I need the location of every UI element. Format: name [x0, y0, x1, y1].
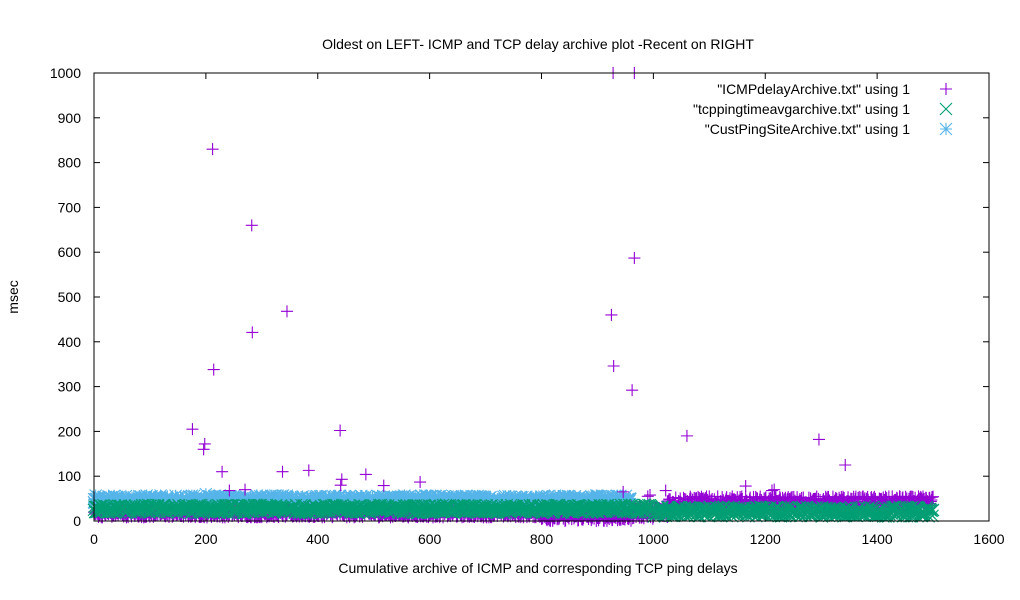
chart-title: Oldest on LEFT- ICMP and TCP delay archi…	[322, 36, 754, 52]
data-point	[154, 493, 168, 507]
data-point	[659, 484, 672, 497]
plot-border	[93, 72, 990, 522]
y-tick-label: 500	[58, 289, 82, 305]
data-point	[375, 500, 389, 513]
data-point	[628, 252, 641, 265]
data-point	[607, 359, 620, 372]
x-tick-label: 800	[530, 531, 554, 547]
x-tick-label: 200	[194, 531, 218, 547]
data-point	[812, 433, 825, 446]
data-point	[302, 464, 315, 477]
data-point	[619, 489, 633, 503]
x-tick-label: 1400	[862, 531, 893, 547]
data-point	[574, 493, 588, 507]
data-point	[207, 363, 220, 376]
data-point	[153, 491, 167, 505]
y-tick-label: 600	[58, 244, 82, 260]
data-point	[927, 490, 940, 503]
data-point	[739, 480, 752, 493]
data-point	[414, 476, 427, 489]
data-point	[469, 492, 482, 506]
data-point	[334, 424, 347, 437]
data-point	[335, 473, 348, 486]
x-tick-label: 1600	[973, 531, 1004, 547]
data-point	[197, 443, 210, 456]
y-tick-label: 800	[58, 155, 82, 171]
data-point	[877, 491, 890, 504]
data-point	[223, 484, 236, 497]
data-point	[703, 490, 716, 503]
legend-label: "ICMPdelayArchive.txt" using 1	[717, 81, 910, 97]
y-axis-label: msec	[5, 280, 21, 313]
data-point	[617, 485, 630, 498]
y-tick-label: 700	[58, 199, 82, 215]
data-point	[175, 493, 189, 507]
x-tick-label: 600	[418, 531, 442, 547]
data-point	[768, 483, 781, 496]
y-axis-ticks: 0 100 200 300 400 500 600 700 800 900 1000	[50, 65, 989, 529]
data-point	[335, 492, 349, 505]
series-1-points	[87, 498, 940, 523]
legend-label: "CustPingSiteArchive.txt" using 1	[705, 121, 910, 137]
y-tick-label: 0	[73, 513, 81, 529]
x-axis-ticks: 0 200 400 600 800 1000 1200 1400 1600	[90, 73, 1005, 547]
data-point	[246, 326, 259, 339]
data-point	[765, 484, 778, 497]
data-point	[216, 465, 229, 478]
x-tick-label: 400	[306, 531, 330, 547]
data-point	[276, 465, 289, 478]
data-point	[893, 490, 906, 503]
x-tick-label: 1200	[750, 531, 781, 547]
data-point	[624, 492, 637, 506]
data-point	[541, 489, 555, 503]
data-point	[839, 459, 852, 471]
data-point	[366, 490, 379, 504]
data-point	[198, 437, 211, 450]
data-point	[398, 489, 411, 502]
data-point	[239, 483, 252, 496]
y-tick-label: 400	[58, 334, 82, 350]
y-tick-label: 300	[58, 379, 82, 395]
data-point	[926, 509, 939, 523]
legend-marker	[939, 102, 953, 116]
data-point	[280, 305, 293, 318]
legend-label: "tcppingtimeavgarchive.txt" using 1	[693, 101, 910, 117]
legend-marker	[939, 122, 953, 136]
data-point	[605, 308, 618, 321]
data-point	[334, 479, 347, 492]
x-axis-label: Cumulative archive of ICMP and correspon…	[338, 560, 737, 576]
data-point	[377, 479, 390, 492]
legend-marker	[940, 83, 952, 95]
data-point	[626, 384, 639, 397]
data-point	[680, 429, 693, 442]
x-tick-label: 0	[90, 531, 98, 547]
data-point	[451, 491, 464, 505]
data-point	[186, 423, 199, 436]
legend: "ICMPdelayArchive.txt" using 1 "tcppingti…	[693, 81, 953, 137]
data-point	[174, 490, 188, 504]
data-point	[389, 491, 403, 505]
x-tick-label: 1000	[638, 531, 669, 547]
data-point	[199, 487, 213, 501]
y-tick-label: 100	[58, 468, 82, 484]
y-tick-label: 900	[58, 110, 82, 126]
y-tick-label: 1000	[50, 65, 81, 81]
data-points	[87, 67, 940, 527]
data-point	[333, 489, 347, 503]
data-point	[613, 489, 627, 503]
data-point	[925, 494, 938, 507]
y-tick-label: 200	[58, 423, 82, 439]
data-point	[206, 143, 219, 156]
data-point	[644, 489, 657, 502]
data-point	[359, 468, 372, 481]
data-point	[245, 219, 258, 232]
data-point	[926, 503, 940, 517]
data-point	[676, 505, 689, 518]
data-point	[296, 489, 310, 503]
